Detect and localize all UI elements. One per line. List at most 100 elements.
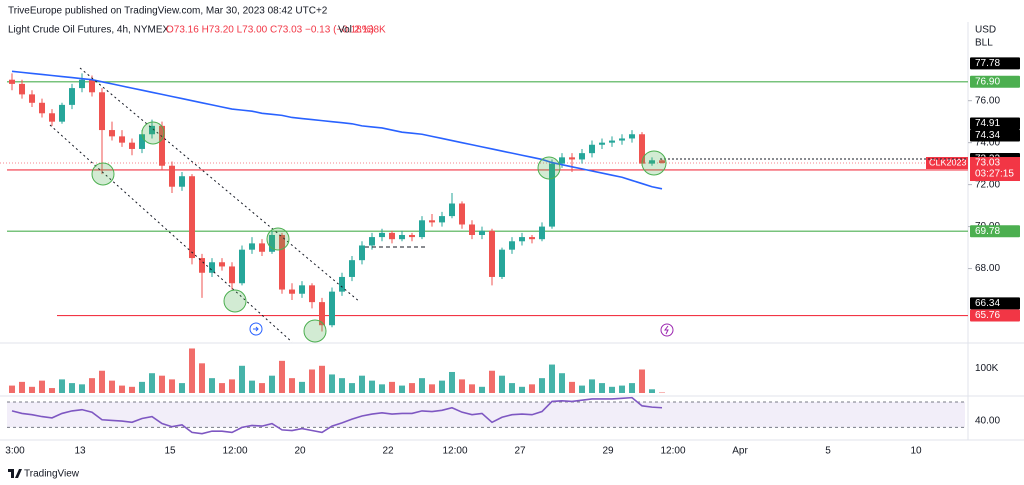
- candle-body: [29, 94, 35, 103]
- candle-body: [379, 232, 385, 238]
- unit: BLL: [975, 38, 993, 49]
- axis-marker-label: 74.91: [975, 118, 1000, 129]
- brand: TradingView: [8, 469, 80, 480]
- candle-body: [619, 138, 625, 141]
- x-tick-label: 15: [164, 446, 176, 457]
- volume-bar: [119, 385, 125, 393]
- candle-body: [459, 203, 465, 225]
- volume-bar: [349, 383, 355, 393]
- y-tick-label: 68.00: [975, 263, 1000, 274]
- y-tick-label: 74.00: [975, 137, 1000, 148]
- candle-body: [119, 136, 125, 143]
- candle-body: [479, 230, 485, 235]
- candle-body: [439, 216, 445, 223]
- volume-bar: [449, 371, 455, 393]
- volume-bar: [589, 379, 595, 393]
- volume-bar: [269, 375, 275, 393]
- moving-average: [11, 70, 663, 190]
- candle-body: [109, 130, 115, 137]
- volume-legend-label: Vol: [338, 25, 352, 36]
- x-tick-label: 12:00: [222, 446, 247, 457]
- x-tick-label: 20: [294, 446, 306, 457]
- candle-body: [199, 258, 205, 273]
- x-tick-label: 13: [74, 446, 86, 457]
- volume-bar: [309, 369, 315, 393]
- last-countdown: 03:27:15: [975, 169, 1014, 180]
- candle-body: [89, 79, 95, 93]
- candle-body: [59, 104, 65, 122]
- candle-body: [509, 241, 515, 250]
- volume-bar: [489, 370, 495, 393]
- candle-body: [259, 243, 265, 252]
- highlight-circle: [141, 121, 165, 145]
- last-price-label: 73.03: [975, 158, 1000, 169]
- axis-marker-box: [970, 57, 1020, 70]
- candle-body: [539, 226, 545, 240]
- candle-body: [589, 144, 595, 154]
- rsi-tick-label: 40.00: [975, 416, 1000, 427]
- volume-bar: [59, 379, 65, 393]
- candle-body: [639, 134, 645, 164]
- candle-body: [39, 102, 45, 114]
- brand-logo: [8, 469, 22, 478]
- candle-body: [549, 163, 555, 227]
- volume-bar: [579, 385, 585, 393]
- volume-bar: [399, 385, 405, 393]
- axis-marker-box: [970, 297, 1020, 310]
- event-icon[interactable]: [660, 323, 674, 337]
- volume-bar: [549, 364, 555, 393]
- event-icon[interactable]: [249, 322, 263, 336]
- candle-body: [189, 176, 195, 259]
- volume-bar: [129, 386, 135, 393]
- candle-body: [579, 153, 585, 160]
- candle-body: [139, 134, 145, 149]
- volume-bar: [639, 369, 645, 393]
- volume-bar: [9, 385, 15, 393]
- volume-bar: [279, 360, 285, 393]
- volume-bar: [29, 386, 35, 393]
- volume-bar: [619, 385, 625, 393]
- last-symbol-box: [926, 157, 968, 170]
- volume-bar: [179, 383, 185, 393]
- candle-body: [9, 79, 15, 84]
- brand-name: TradingView: [24, 469, 80, 480]
- candle-body: [279, 234, 285, 290]
- symbol-title: Light Crude Oil Futures, 4h, NYMEX: [8, 25, 170, 36]
- candle-body: [489, 230, 495, 277]
- candle-body: [359, 245, 365, 261]
- candle-body: [239, 249, 245, 284]
- candle-body: [329, 291, 335, 326]
- highlight-circle: [641, 150, 667, 176]
- volume-bar: [49, 388, 55, 393]
- volume-bar: [439, 380, 445, 393]
- candle-body: [449, 203, 455, 217]
- last-symbol: CLK2023: [929, 157, 967, 167]
- volume-bar: [39, 380, 45, 393]
- level-box: [970, 225, 1020, 238]
- volume-bar: [529, 384, 535, 393]
- y-tick-label: 72.00: [975, 179, 1000, 190]
- candle-body: [529, 237, 535, 240]
- event-arrow: [253, 326, 259, 332]
- trend-line: [49, 124, 293, 343]
- plot: 3:00 13 15 12:00 20 22 12:00 27 29 12:00 Apr 5 10 68.…: [0, 57, 1020, 457]
- candle-body: [309, 285, 315, 303]
- candle-body: [599, 142, 605, 145]
- candle-body: [289, 289, 295, 294]
- x-tick-label: 5: [825, 446, 831, 457]
- axis-marker-box: [970, 117, 1020, 130]
- volume-bar: [229, 379, 235, 393]
- volume-bar: [469, 384, 475, 393]
- volume-bar: [319, 365, 325, 393]
- volume-bar: [69, 383, 75, 393]
- volume-bar: [649, 389, 655, 393]
- highlight-circle: [303, 319, 327, 343]
- volume-bar: [459, 379, 465, 393]
- candle-body: [149, 125, 155, 135]
- volume-bar: [209, 378, 215, 393]
- candle-body: [629, 134, 635, 139]
- volume-bar: [19, 381, 25, 393]
- candle-body: [79, 79, 85, 89]
- ohlc-legend: O73.16 H73.20 L73.00 C73.03 −0.13 (−0.18…: [166, 25, 374, 36]
- volume-bar: [559, 373, 565, 393]
